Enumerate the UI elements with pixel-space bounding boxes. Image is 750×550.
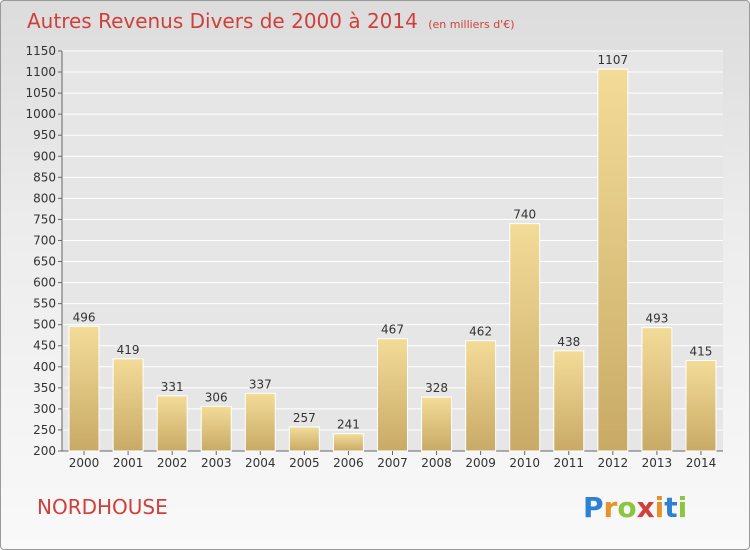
x-tick-label-2011: 2011 — [553, 456, 584, 470]
x-tick-label-2002: 2002 — [157, 456, 188, 470]
bar-2001 — [112, 358, 144, 452]
x-tick-label-2008: 2008 — [421, 456, 452, 470]
value-label-2008: 328 — [425, 381, 448, 395]
value-label-2012: 1107 — [598, 53, 629, 67]
value-label-2005: 257 — [293, 411, 316, 425]
value-label-2002: 331 — [161, 380, 184, 394]
y-tick-label: 300 — [33, 402, 56, 416]
bar-2006 — [332, 433, 364, 452]
x-tick-label-2014: 2014 — [686, 456, 717, 470]
value-label-2007: 467 — [381, 323, 404, 337]
chart-title-text: Autres Revenus Divers de 2000 à 2014 — [27, 9, 418, 33]
value-label-2013: 493 — [645, 312, 668, 326]
y-tick-label: 550 — [33, 297, 56, 311]
bar-2011 — [553, 350, 585, 452]
chart-subtitle: (en milliers d'€) — [428, 18, 515, 31]
y-tick-label: 1100 — [25, 65, 56, 79]
y-tick-label: 600 — [33, 276, 56, 290]
bar-2000 — [68, 325, 100, 452]
y-tick-label: 500 — [33, 318, 56, 332]
y-tick-label: 800 — [33, 191, 56, 205]
y-tick-label: 950 — [33, 128, 56, 142]
x-tick-label-2004: 2004 — [245, 456, 276, 470]
y-tick-label: 250 — [33, 423, 56, 437]
x-tick-label-2003: 2003 — [201, 456, 232, 470]
x-tick-label-2007: 2007 — [377, 456, 408, 470]
x-tick-label-2005: 2005 — [289, 456, 320, 470]
y-tick-label: 1050 — [25, 86, 56, 100]
bar-2012 — [597, 68, 629, 452]
y-tick-label: 650 — [33, 255, 56, 269]
y-tick-label: 200 — [33, 444, 56, 458]
y-tick-label: 900 — [33, 149, 56, 163]
x-tick-label-2012: 2012 — [598, 456, 629, 470]
bar-2004 — [244, 392, 276, 452]
value-label-2003: 306 — [205, 390, 228, 404]
value-label-2014: 415 — [690, 344, 713, 358]
y-tick-label: 450 — [33, 339, 56, 353]
x-tick-label-2001: 2001 — [113, 456, 144, 470]
chart-title: Autres Revenus Divers de 2000 à 2014 (en… — [27, 9, 515, 33]
location-name: NORDHOUSE — [37, 495, 168, 519]
svg-text:Proxiti: Proxiti — [583, 491, 687, 524]
value-label-2010: 740 — [513, 208, 536, 222]
y-tick-label: 750 — [33, 212, 56, 226]
bar-2002 — [156, 395, 188, 452]
x-tick-label-2006: 2006 — [333, 456, 364, 470]
x-tick-label-2013: 2013 — [642, 456, 673, 470]
value-label-2000: 496 — [73, 310, 96, 324]
bar-2010 — [509, 223, 541, 452]
x-tick-label-2010: 2010 — [509, 456, 540, 470]
bar-2014 — [685, 359, 717, 452]
value-label-2011: 438 — [557, 335, 580, 349]
bar-2009 — [465, 340, 497, 452]
bar-2003 — [200, 405, 232, 452]
y-tick-label: 400 — [33, 360, 56, 374]
y-tick-label: 1150 — [25, 44, 56, 58]
bar-2007 — [377, 338, 408, 452]
y-tick-label: 700 — [33, 233, 56, 247]
y-tick-label: 850 — [33, 170, 56, 184]
x-tick-label-2009: 2009 — [465, 456, 496, 470]
bar-2013 — [641, 327, 673, 452]
value-label-2006: 241 — [337, 418, 360, 432]
y-tick-label: 350 — [33, 381, 56, 395]
x-tick-label-2000: 2000 — [69, 456, 100, 470]
value-label-2001: 419 — [117, 343, 140, 357]
proxiti-logo: Proxiti — [583, 491, 687, 524]
bar-2005 — [288, 426, 320, 452]
value-label-2004: 337 — [249, 377, 272, 391]
y-tick-label: 1000 — [25, 107, 56, 121]
value-label-2009: 462 — [469, 325, 492, 339]
bar-2008 — [421, 396, 453, 452]
